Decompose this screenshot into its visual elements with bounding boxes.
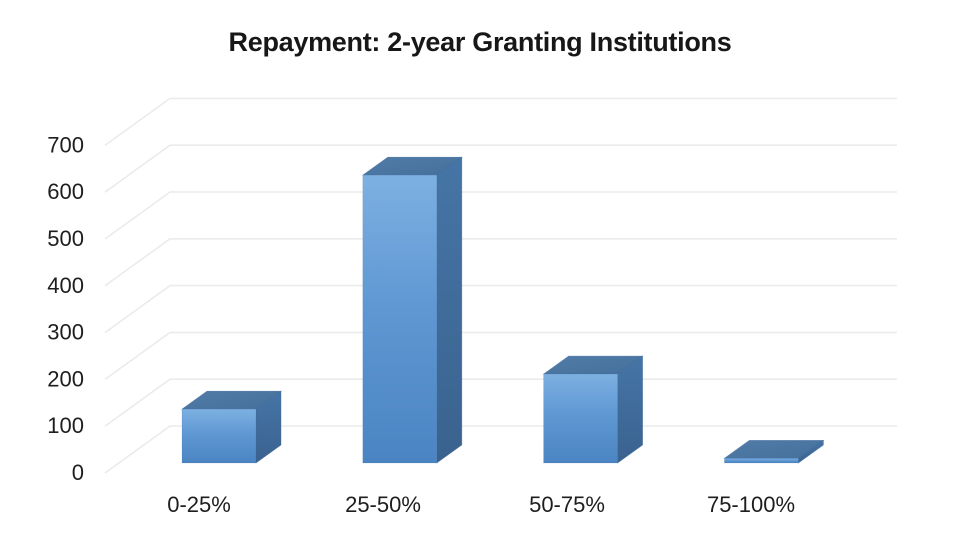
x-axis-category-label: 50-75% — [529, 492, 605, 517]
bar-side-face — [436, 156, 463, 464]
gridline — [104, 284, 897, 334]
x-axis-category-label: 25-50% — [345, 492, 421, 517]
y-axis-tick-label: 600 — [47, 179, 84, 204]
gridline — [104, 425, 897, 474]
y-axis-tick-label: 200 — [47, 366, 84, 391]
chart-title: Repayment: 2-year Granting Institutions — [228, 27, 732, 57]
y-axis-tick-label: 0 — [72, 460, 84, 485]
gridline — [104, 97, 897, 147]
gridline — [104, 331, 897, 381]
bar-side-face — [617, 355, 643, 464]
bar-front-face — [362, 174, 438, 464]
x-axis-category-label: 0-25% — [167, 492, 231, 517]
gridlines — [104, 97, 897, 474]
bars — [180, 156, 825, 464]
bar-front-face — [724, 458, 799, 464]
bar-0-25 — [180, 390, 283, 464]
y-axis-tick-label: 400 — [47, 273, 84, 298]
gridline — [104, 144, 897, 193]
bar-front-face — [543, 373, 618, 464]
y-axis-tick-label: 100 — [47, 413, 84, 438]
y-axis-tick-label: 700 — [47, 132, 84, 157]
y-axis-tick-label: 300 — [47, 320, 84, 345]
bar-75-100 — [723, 439, 825, 464]
x-axis-category-label: 75-100% — [707, 492, 795, 517]
gridline — [104, 378, 897, 427]
y-axis-tick-label: 500 — [47, 226, 84, 251]
bar-25-50 — [361, 156, 463, 464]
gridline — [104, 191, 897, 240]
bar-50-75 — [542, 355, 644, 464]
bar-front-face — [181, 408, 257, 464]
gridline — [104, 238, 897, 287]
x-axis-labels: 0-25% 25-50% 50-75% 75-100% — [167, 492, 795, 517]
y-axis-labels: 0 100 200 300 400 500 600 700 — [47, 132, 84, 485]
